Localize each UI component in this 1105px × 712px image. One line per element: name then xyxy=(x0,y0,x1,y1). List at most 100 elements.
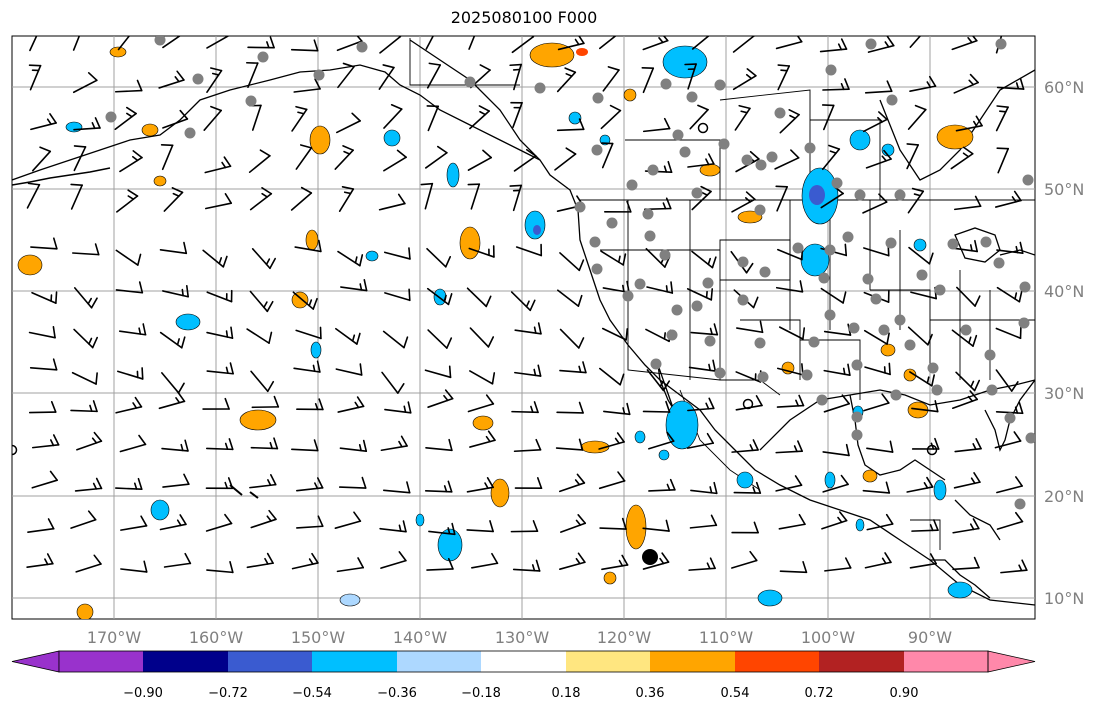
station-markers xyxy=(105,36,1035,510)
wind-barb xyxy=(469,430,496,448)
wind-barb xyxy=(426,62,442,89)
wind-barb xyxy=(736,320,764,334)
wind-barb xyxy=(120,515,148,531)
wind-barb xyxy=(31,146,52,172)
station-dot xyxy=(808,336,820,348)
wind-barb xyxy=(684,63,697,90)
station-dot xyxy=(592,92,604,104)
positive-anomaly xyxy=(309,125,331,155)
colorbar-segment xyxy=(904,651,988,672)
wind-barb xyxy=(245,61,259,89)
station-dot xyxy=(718,138,730,150)
wind-barb xyxy=(598,432,625,450)
wind-barb xyxy=(31,470,58,489)
wind-barb xyxy=(337,396,365,413)
negative-anomaly xyxy=(634,430,646,444)
wind-barb xyxy=(556,118,585,132)
wind-barb xyxy=(911,519,939,532)
station-dot xyxy=(714,79,726,91)
station-dot xyxy=(851,411,863,423)
station-dot xyxy=(816,394,828,406)
station-dot xyxy=(154,36,166,46)
wind-barb xyxy=(250,370,275,393)
wind-barb xyxy=(246,328,273,344)
station-dot xyxy=(591,263,603,275)
station-dot xyxy=(591,144,603,156)
positive-anomaly xyxy=(737,210,763,224)
wind-barb xyxy=(161,439,189,452)
station-dot xyxy=(105,111,117,123)
colorbar-segment xyxy=(819,651,904,672)
positive-anomaly xyxy=(109,46,127,58)
wind-barb xyxy=(864,80,893,94)
wind-barb xyxy=(420,182,434,210)
wind-barb xyxy=(509,63,522,91)
wind-barb xyxy=(291,105,308,132)
wind-barb xyxy=(249,290,274,313)
wind-barb xyxy=(909,36,922,48)
wind-barb xyxy=(428,522,456,536)
station-dot xyxy=(634,278,646,290)
wind-barb xyxy=(776,394,805,408)
station-dot xyxy=(659,249,671,261)
wind-barb xyxy=(426,287,453,306)
station-dot xyxy=(801,369,813,381)
wind-barb xyxy=(293,78,321,93)
wind-barb xyxy=(162,473,190,488)
wind-barb xyxy=(514,364,542,377)
wind-barb xyxy=(775,475,803,492)
wind-barb xyxy=(30,237,58,250)
wind-barb xyxy=(114,106,137,131)
wind-barb xyxy=(866,440,894,453)
station-dot xyxy=(1014,498,1026,510)
wind-barb xyxy=(511,36,535,54)
wind-barb xyxy=(71,243,100,256)
positive-anomaly xyxy=(472,415,494,431)
station-dot xyxy=(842,231,854,243)
colorbar-segment xyxy=(735,651,819,672)
wind-barb xyxy=(206,362,234,375)
station-dot xyxy=(774,107,786,119)
wind-barb xyxy=(952,556,980,571)
wind-barb xyxy=(863,393,890,412)
strong-positive-anomaly xyxy=(576,48,588,56)
wind-barb xyxy=(338,186,355,212)
station-dot xyxy=(894,314,906,326)
station-dot xyxy=(927,362,939,374)
station-dot xyxy=(878,324,890,336)
station-dot xyxy=(754,204,766,216)
wind-barb xyxy=(514,477,543,490)
wind-barb xyxy=(953,73,979,94)
station-dot xyxy=(660,78,672,90)
positive-anomaly xyxy=(291,291,309,309)
wind-barb xyxy=(1000,559,1028,574)
wind-barb xyxy=(205,438,234,451)
wind-barb xyxy=(28,400,57,414)
wind-barb xyxy=(28,326,56,339)
positive-anomaly xyxy=(625,504,647,550)
wind-barb xyxy=(471,552,499,569)
positive-anomaly xyxy=(623,88,637,102)
wind-barb xyxy=(160,144,174,171)
wind-barb xyxy=(558,473,586,493)
wind-barb xyxy=(70,400,98,413)
wind-barb xyxy=(338,476,367,489)
wind-barb xyxy=(162,109,189,129)
station-dot xyxy=(672,129,684,141)
wind-barb xyxy=(71,371,98,385)
wind-barb xyxy=(202,397,230,410)
wind-barb xyxy=(909,553,937,569)
wind-barb xyxy=(996,241,1024,254)
wind-barb xyxy=(603,200,632,213)
wind-barb xyxy=(378,64,395,90)
station-dot xyxy=(714,367,726,379)
wind-barb xyxy=(70,183,83,210)
wind-barb xyxy=(864,362,891,376)
wind-barb xyxy=(337,62,355,89)
wind-barb xyxy=(466,520,494,533)
wind-barb xyxy=(513,148,537,172)
positive-anomaly xyxy=(76,603,94,619)
negative-anomaly xyxy=(658,449,670,461)
wind-barb xyxy=(31,291,58,304)
wind-barb xyxy=(690,323,719,336)
